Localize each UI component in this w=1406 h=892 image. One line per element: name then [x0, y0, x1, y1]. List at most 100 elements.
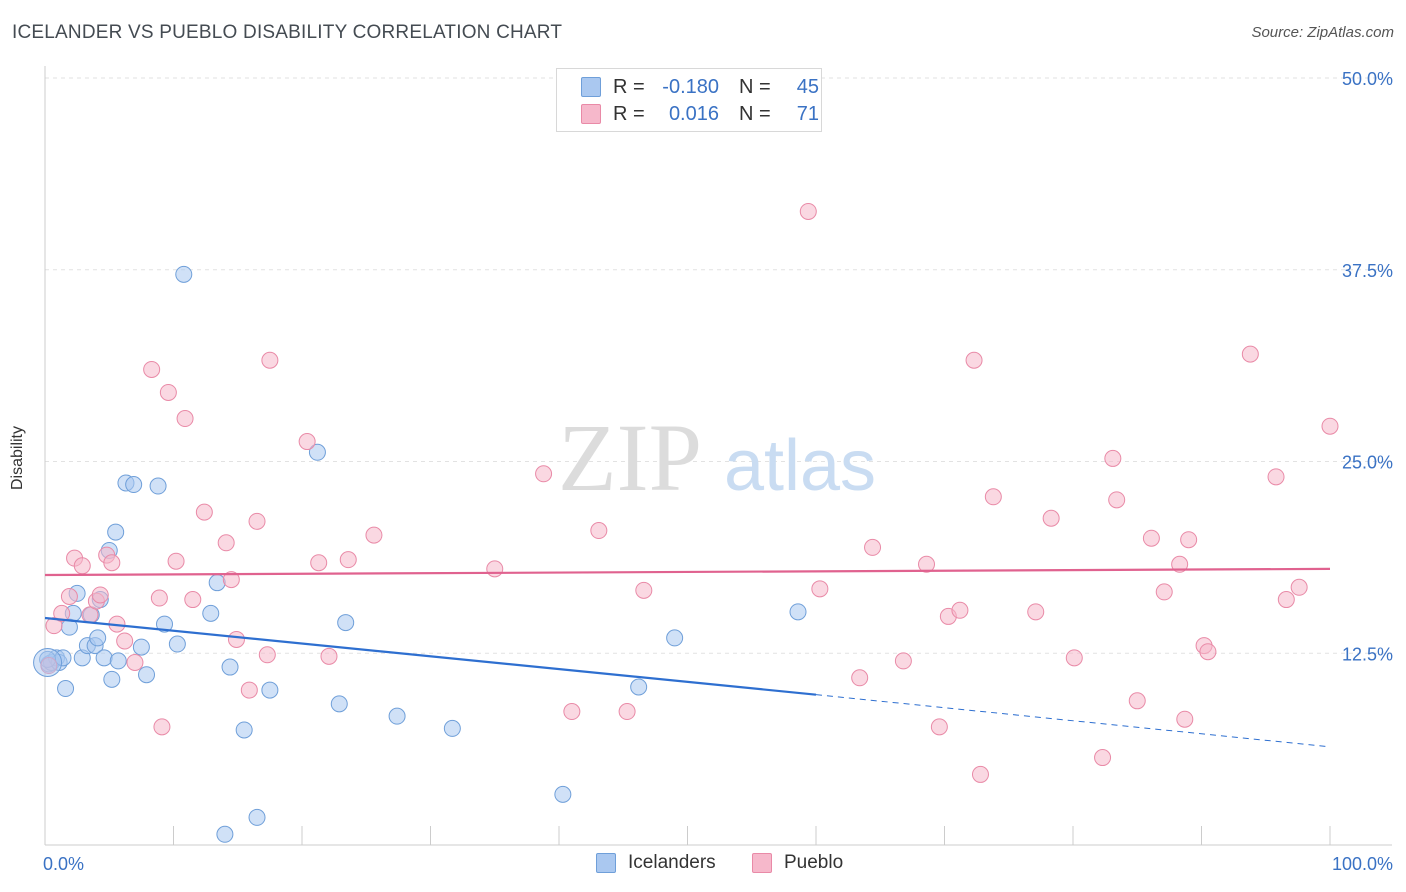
icelander-point [208, 574, 226, 592]
icelander-point [175, 265, 193, 283]
icelander-point [168, 635, 186, 653]
gridlines [45, 77, 1392, 654]
pueblo-point [930, 718, 948, 736]
icelander-point [202, 604, 220, 622]
pueblo-point [167, 552, 185, 570]
pueblo-point [184, 591, 202, 609]
r-label: R = [613, 75, 645, 98]
n-label: N = [739, 75, 771, 98]
pueblo-point [1128, 692, 1146, 710]
pueblo-point [365, 526, 383, 544]
icelander-point [57, 680, 75, 698]
trend-lines [44, 567, 1331, 748]
icelander-point [789, 603, 807, 621]
axes [44, 66, 1392, 846]
y-tick-label: 37.5% [1342, 261, 1393, 281]
icelander-point [388, 707, 406, 725]
pueblo-point [258, 646, 276, 664]
pueblo-point [951, 601, 969, 619]
tick-labels: 12.5% 25.0% 37.5% 50.0% 0.0% 100.0% [43, 69, 1393, 874]
icelander-point [235, 721, 253, 739]
icelander-point [95, 649, 113, 667]
pueblo-point [635, 581, 653, 599]
icelander-point [89, 629, 107, 647]
pueblo-point [563, 703, 581, 721]
icelander-point [248, 808, 266, 826]
icelander-point [103, 670, 121, 688]
pueblo-point [91, 586, 109, 604]
pueblo-point [176, 410, 194, 428]
icelander-point [138, 666, 156, 684]
pueblo-point [60, 587, 78, 605]
pueblo-point [103, 554, 121, 572]
pueblo-trend-line [44, 567, 1331, 577]
pueblo-point [851, 669, 869, 687]
icelander-point [107, 523, 125, 541]
pueblo-point [590, 522, 608, 540]
pueblo-point [143, 360, 161, 378]
y-tick-label: 12.5% [1342, 644, 1393, 664]
pueblo-point [1094, 749, 1112, 767]
source-label: Source: ZipAtlas.com [1251, 24, 1394, 41]
pueblo-point [1108, 491, 1126, 509]
pueblo-point [1241, 345, 1259, 363]
pueblo-point [310, 554, 328, 572]
legend-item-pueblo: Pueblo [752, 852, 843, 874]
pueblo-point [153, 718, 171, 736]
pueblo-point [1042, 509, 1060, 527]
legend-item-icelanders: Icelanders [596, 852, 716, 874]
pueblo-point [799, 202, 817, 220]
icelander-point [261, 681, 279, 699]
pueblo-point [1171, 555, 1189, 573]
pueblo-point [535, 465, 553, 483]
icelander-point [337, 614, 355, 632]
pueblo-point [150, 589, 168, 607]
pueblo-point [1155, 583, 1173, 601]
icelander-point [630, 678, 648, 696]
pueblo-point [227, 630, 245, 648]
icelander-point [156, 615, 174, 633]
x-tick-label: 100.0% [1332, 854, 1393, 874]
watermark-atlas: atlas [724, 426, 876, 506]
pueblo-point [53, 604, 71, 622]
icelander-point [443, 719, 461, 737]
pueblo-point [971, 765, 989, 783]
pueblo-point [261, 351, 279, 369]
icelander-point [221, 658, 239, 676]
icelander-point [149, 477, 167, 495]
icelander-point [330, 695, 348, 713]
pueblo-point [116, 632, 134, 650]
icelander-trend-line [44, 616, 817, 696]
r-value: -0.180 [662, 75, 719, 98]
pueblo-point [298, 433, 316, 451]
pueblo-point [1199, 643, 1217, 661]
pueblo-point [45, 617, 63, 635]
legend-label: Icelanders [628, 852, 716, 873]
pueblo-point [320, 647, 338, 665]
legend-swatch-icelanders [596, 853, 616, 873]
icelander-trend-extension [815, 694, 1331, 748]
pueblo-point [486, 560, 504, 578]
pueblo-point [159, 383, 177, 401]
n-value: 71 [796, 102, 819, 125]
pueblo-point [1065, 649, 1083, 667]
icelander-point [125, 476, 143, 494]
icelander-cluster-point [33, 647, 63, 677]
pueblo-point [1290, 578, 1308, 596]
n-value: 45 [796, 75, 819, 98]
pueblo-point [1142, 529, 1160, 547]
pueblo-point [1027, 603, 1045, 621]
pueblo-point [217, 534, 235, 552]
pueblo-point [811, 580, 829, 598]
pueblo-point [894, 652, 912, 670]
pueblo-point [73, 557, 91, 575]
data-points [33, 202, 1339, 843]
pueblo-point [965, 351, 983, 369]
icelander-point [554, 785, 572, 803]
pueblo-point [1267, 468, 1285, 486]
pueblo-point [1180, 531, 1198, 549]
pueblo-point [248, 512, 266, 530]
pueblo-point [1176, 710, 1194, 728]
icelander-point [109, 652, 127, 670]
